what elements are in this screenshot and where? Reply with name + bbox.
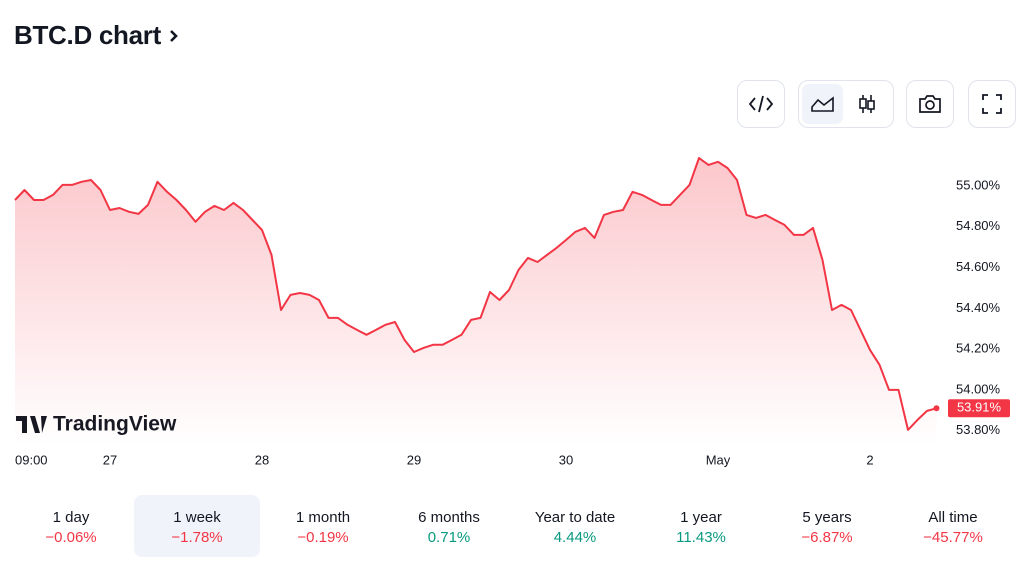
period-label: All time (928, 509, 978, 526)
chart: TradingView53.80%54.00%54.20%54.40%54.60… (14, 157, 1010, 467)
x-tick-label: 09:00 (15, 452, 48, 467)
y-tick-label: 53.80% (956, 422, 1001, 437)
period-bar: 1 day −0.06% 1 week −1.78% 1 month −0.19% 6 mo… (8, 495, 1024, 557)
period-change: −0.06% (45, 529, 97, 546)
fullscreen-button[interactable] (968, 80, 1016, 128)
price-line (14, 157, 937, 431)
period-label: 5 years (802, 509, 852, 526)
x-tick-label: 29 (407, 452, 421, 467)
area-fill (15, 158, 937, 445)
period-button[interactable]: 1 month −0.19% (260, 495, 386, 557)
x-tick-label: 2 (866, 452, 873, 467)
period-button[interactable]: 6 months 0.71% (386, 495, 512, 557)
y-tick-label: 54.60% (956, 259, 1001, 274)
x-tick-label: 30 (559, 452, 573, 467)
period-label: 1 week (173, 509, 221, 526)
chevron-icon (169, 30, 178, 42)
price-marker-label: 53.91% (957, 400, 1002, 415)
x-tick-label: 28 (255, 452, 269, 467)
price-marker (948, 399, 1010, 418)
candle-icon (859, 95, 875, 113)
chart-style-group (798, 80, 894, 128)
period-change: 4.44% (553, 529, 597, 546)
last-point (933, 405, 940, 412)
y-tick-label: 54.00% (956, 381, 1001, 396)
period-change: −45.77% (923, 529, 983, 546)
x-tick-label: 27 (103, 452, 117, 467)
area-style-button[interactable] (802, 84, 843, 124)
period-button[interactable]: 1 year 11.43% (638, 495, 764, 557)
y-tick-label: 54.40% (956, 300, 1001, 315)
y-tick-label: 55.00% (956, 177, 1001, 192)
y-tick-label: 54.80% (956, 218, 1001, 233)
period-change: 11.43% (676, 529, 726, 546)
period-change: −1.78% (171, 529, 223, 546)
period-change: 0.71% (427, 529, 471, 546)
period-button[interactable]: Year to date 4.44% (512, 495, 638, 557)
chart-title[interactable]: BTC.D chart (14, 20, 180, 51)
period-label: 1 year (680, 509, 722, 526)
period-label: 6 months (418, 509, 480, 526)
period-label: Year to date (534, 509, 616, 526)
y-tick-label: 54.20% (956, 341, 1001, 356)
period-label: 1 day (52, 509, 90, 526)
period-change: −0.19% (297, 529, 349, 546)
period-button[interactable]: All time −45.77% (890, 495, 1016, 557)
embed-button[interactable] (737, 80, 785, 128)
camera-icon (919, 95, 941, 113)
period-label: 1 month (295, 509, 351, 526)
x-tick-label: May (706, 452, 731, 467)
period-change: −6.87% (801, 529, 853, 546)
title-text: BTC.D chart (14, 20, 161, 50)
period-button[interactable]: 5 years −6.87% (764, 495, 890, 557)
period-button[interactable]: 1 day −0.06% (8, 495, 134, 557)
fullscreen-icon (982, 94, 1002, 114)
period-button[interactable]: 1 week −1.78% (134, 495, 260, 557)
candle-style-button[interactable] (847, 84, 888, 124)
embed-icon (748, 95, 774, 113)
snapshot-button[interactable] (906, 80, 954, 128)
area-icon (811, 96, 834, 112)
